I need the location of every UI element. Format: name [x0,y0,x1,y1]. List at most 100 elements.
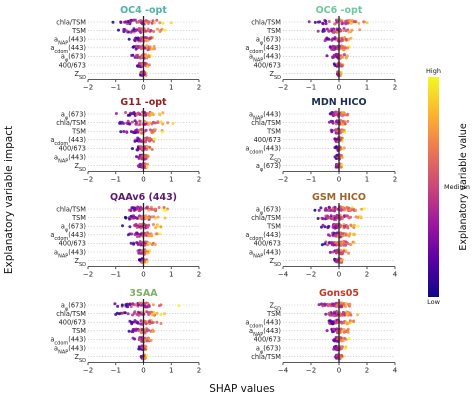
shap-point [344,19,348,23]
shap-point [134,47,138,51]
shap-point [157,206,161,209]
shap-point [147,303,151,307]
shap-point [334,216,338,220]
x-tick-label: −2 [306,367,316,375]
shap-point [129,130,133,134]
shap-point [346,112,350,116]
shap-point [334,260,338,264]
shap-point [146,243,150,247]
colorbar-label: Explanatory variable value [458,123,469,250]
shap-point [134,36,138,40]
shap-point [134,54,138,58]
shap-point [307,20,311,24]
shap-point [341,339,345,343]
shap-point [136,36,140,40]
shap-point [341,232,345,236]
shap-point [160,130,164,134]
shap-point [318,20,322,24]
shap-point [348,319,352,323]
shap-point [326,243,329,247]
shap-point [136,20,140,24]
shap-point [340,301,344,305]
shap-point [143,356,147,360]
x-tick-label: −1 [111,84,121,92]
subplot-8: Gons05 ZSDTSMacdom(443)aNAP(443)400/673aφ… [245,288,397,375]
shap-point [156,224,159,228]
x-tick-label: 2 [365,367,369,375]
shap-point [358,28,362,32]
shap-point [132,27,136,31]
shap-point [340,128,344,132]
feature-label: ZSD [74,70,86,81]
shap-point [346,226,350,230]
shap-point [133,224,137,228]
shap-point [159,225,163,229]
feature-label: chla/TSM [56,18,86,26]
shap-point [343,53,347,57]
shap-point [320,243,324,247]
shap-point [138,216,142,220]
x-tick-label: −4 [278,367,289,375]
shap-point [344,37,348,41]
shap-point [150,148,154,151]
shap-point [137,329,141,333]
shap-point [333,338,336,341]
shap-point [327,241,331,244]
shap-point [123,311,127,315]
x-tick-label: 0 [141,84,145,92]
feature-label: chla/TSM [56,119,86,127]
shap-point [341,114,344,118]
shap-point [328,319,332,323]
x-tick-label: 1 [169,176,173,184]
shap-point [131,45,135,49]
shap-point [335,131,339,135]
x-tick-label: 0 [337,176,341,184]
shap-point [365,21,369,25]
feature-label: 400/673 [59,240,86,248]
shap-point [169,21,173,25]
feature-label: acdom(443) [245,44,281,55]
feature-label: TSM [71,27,86,35]
shap-point [331,250,335,254]
shap-point [157,112,161,116]
feature-label: aNAP(443) [249,110,281,121]
figure-xlabel: SHAP values [209,383,275,395]
shap-point [156,27,160,31]
shap-point [356,224,360,228]
shap-point [331,242,335,246]
shap-point [171,122,175,125]
shap-point [332,310,336,314]
shap-point [335,20,339,24]
shap-point [327,20,331,23]
shap-point [342,242,346,246]
shap-point [356,216,360,219]
shap-point [127,37,131,41]
shap-point [113,302,117,306]
shap-point [327,205,331,209]
feature-label: acdom(443) [245,145,281,156]
shap-point [327,120,331,124]
shap-point [163,28,167,32]
x-tick-label: −2 [278,176,288,184]
shap-point [339,327,343,331]
shap-point [149,111,153,115]
shap-point [330,130,334,134]
shap-point [129,214,133,218]
shap-point [145,216,149,220]
shap-point [323,39,327,43]
shap-point [340,163,344,167]
shap-point [140,71,143,75]
colorbar-tick-medium: Medium [444,183,470,191]
shap-point [349,313,353,317]
shap-point [159,313,163,317]
x-tick-label: −2 [278,84,288,92]
feature-label: acdom(443) [50,231,86,242]
shap-point [316,29,320,33]
shap-point [135,155,138,159]
feature-label: aφ(673) [256,36,281,47]
shap-point [135,113,139,117]
shap-point [130,147,134,151]
x-tick-label: −4 [278,271,289,279]
shap-point [340,156,344,159]
feature-label: aφ(673) [256,205,281,216]
